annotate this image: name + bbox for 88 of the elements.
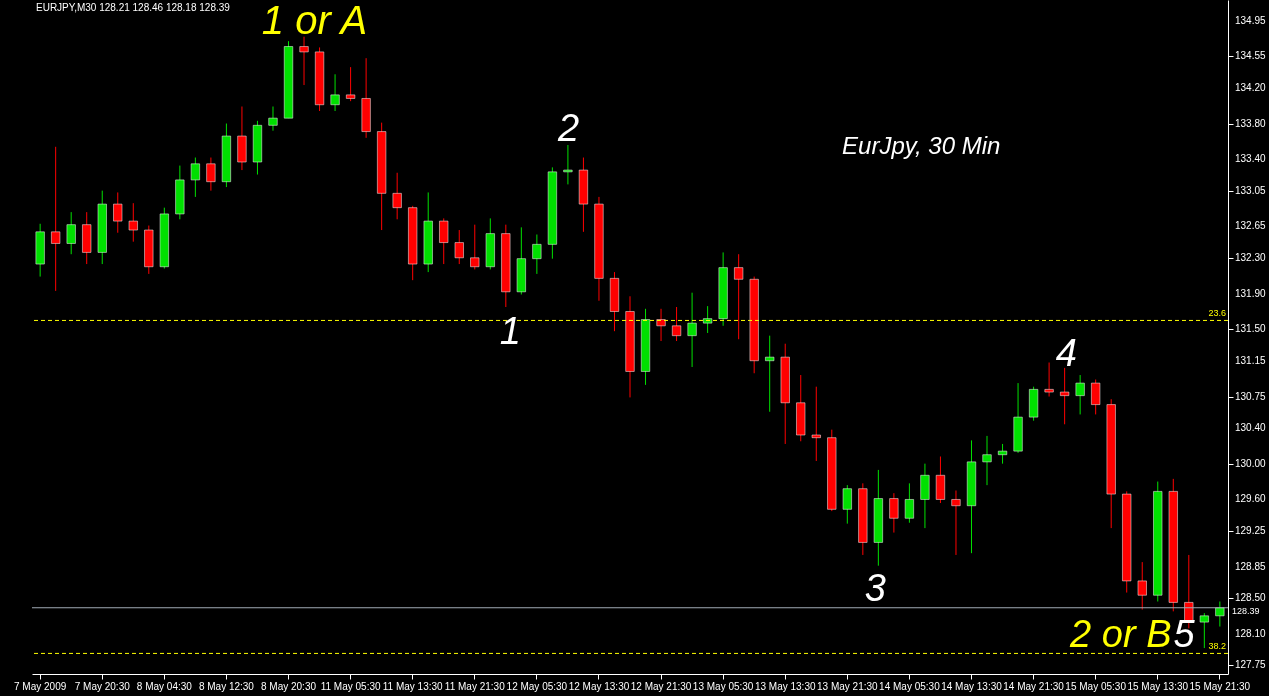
candlestick bbox=[113, 191, 123, 234]
candlestick bbox=[206, 157, 216, 192]
chart-title: EURJPY,M30 128.21 128.46 128.18 128.39 bbox=[36, 2, 231, 13]
candlestick bbox=[842, 484, 852, 525]
candlestick bbox=[765, 335, 775, 413]
y-tick-label: 134.95 bbox=[1235, 14, 1267, 26]
x-tick-label: 11 May 13:30 bbox=[382, 680, 444, 692]
candlestick bbox=[998, 443, 1008, 465]
y-tick-label: 133.05 bbox=[1235, 184, 1267, 196]
candlestick bbox=[672, 306, 682, 342]
x-tick-label: 14 May 13:30 bbox=[941, 680, 1003, 692]
candlestick bbox=[1060, 367, 1070, 425]
candlestick bbox=[982, 435, 992, 486]
y-tick-label: 132.30 bbox=[1235, 251, 1267, 263]
annotation: EurJpy, 30 Min bbox=[842, 132, 1001, 159]
candlestick bbox=[1091, 379, 1101, 415]
candlestick bbox=[346, 66, 356, 102]
x-tick-label: 13 May 21:30 bbox=[817, 680, 879, 692]
candlestick bbox=[1199, 612, 1209, 649]
y-tick-label: 128.10 bbox=[1235, 627, 1267, 639]
candlestick bbox=[951, 490, 961, 556]
candlestick bbox=[330, 73, 340, 112]
x-tick-label: 13 May 05:30 bbox=[692, 680, 754, 692]
annotation: 3 bbox=[864, 567, 886, 609]
y-tick-label: 134.20 bbox=[1235, 81, 1267, 93]
candlestick bbox=[128, 202, 138, 243]
candlestick bbox=[904, 482, 914, 524]
candlestick bbox=[1215, 601, 1225, 628]
annotation: 4 bbox=[1055, 332, 1077, 374]
y-tick-label: 129.25 bbox=[1235, 524, 1267, 536]
y-tick-label: 131.50 bbox=[1235, 323, 1267, 335]
x-tick-label: 12 May 13:30 bbox=[568, 680, 630, 692]
candlestick bbox=[811, 386, 821, 462]
candlestick bbox=[66, 211, 76, 255]
x-tick-label: 7 May 20:30 bbox=[74, 680, 131, 692]
x-tick-label: 12 May 05:30 bbox=[506, 680, 568, 692]
y-tick-label: 128.50 bbox=[1235, 591, 1267, 603]
y-tick-label: 133.40 bbox=[1235, 153, 1267, 165]
candlestick bbox=[454, 229, 464, 265]
ref-line-label: 128.39 bbox=[1232, 605, 1260, 616]
candlestick bbox=[190, 157, 200, 198]
y-tick-label: 129.60 bbox=[1235, 493, 1267, 505]
candlestick bbox=[51, 146, 61, 292]
candlestick bbox=[392, 172, 402, 220]
x-tick-label: 14 May 05:30 bbox=[879, 680, 941, 692]
x-tick-label: 11 May 05:30 bbox=[320, 680, 381, 692]
candlestick bbox=[1044, 362, 1054, 398]
x-tick-label: 7 May 2009 bbox=[14, 680, 67, 692]
y-tick-label: 127.75 bbox=[1235, 659, 1267, 671]
x-tick-label: 12 May 21:30 bbox=[630, 680, 692, 692]
annotation: 23.6 bbox=[1208, 308, 1226, 319]
candlestick bbox=[1075, 374, 1085, 415]
y-tick-label: 132.65 bbox=[1235, 220, 1267, 232]
y-tick-label: 130.00 bbox=[1235, 457, 1267, 469]
candlestick bbox=[687, 292, 697, 368]
y-tick-label: 131.15 bbox=[1235, 354, 1267, 366]
x-tick-label: 8 May 20:30 bbox=[260, 680, 317, 692]
y-tick-label: 130.40 bbox=[1235, 421, 1267, 433]
candlestick bbox=[656, 308, 666, 342]
y-tick-label: 130.75 bbox=[1235, 390, 1267, 402]
x-tick-label: 8 May 04:30 bbox=[136, 680, 193, 692]
y-tick-label: 134.55 bbox=[1235, 50, 1267, 62]
x-tick-label: 11 May 21:30 bbox=[444, 680, 506, 692]
y-tick-label: 133.80 bbox=[1235, 117, 1267, 129]
candlestick bbox=[439, 217, 449, 265]
candlestick bbox=[299, 36, 309, 86]
annotation: 1 or A bbox=[261, 0, 368, 42]
candlestick bbox=[889, 492, 899, 534]
candlestick bbox=[734, 253, 744, 340]
x-tick-label: 15 May 05:30 bbox=[1065, 680, 1127, 692]
annotation: 2 or B bbox=[1069, 613, 1172, 655]
candlestick bbox=[1137, 561, 1147, 611]
candlestick bbox=[470, 224, 480, 270]
x-tick-label: 15 May 13:30 bbox=[1127, 680, 1189, 692]
annotation: 1 bbox=[499, 310, 521, 352]
candlestick bbox=[268, 106, 278, 132]
annotation: 2 bbox=[557, 107, 580, 149]
candlestick bbox=[563, 144, 573, 185]
annotation: 5 bbox=[1173, 613, 1196, 655]
annotation: 38.2 bbox=[1208, 641, 1226, 652]
x-tick-label: 8 May 12:30 bbox=[198, 680, 255, 692]
candlestick bbox=[703, 305, 713, 334]
y-tick-label: 128.85 bbox=[1235, 560, 1267, 572]
x-tick-label: 13 May 13:30 bbox=[754, 680, 816, 692]
y-tick-label: 131.90 bbox=[1235, 287, 1267, 299]
candlestick bbox=[532, 234, 542, 275]
x-tick-label: 15 May 21:30 bbox=[1189, 680, 1251, 692]
x-tick-label: 14 May 21:30 bbox=[1003, 680, 1065, 692]
